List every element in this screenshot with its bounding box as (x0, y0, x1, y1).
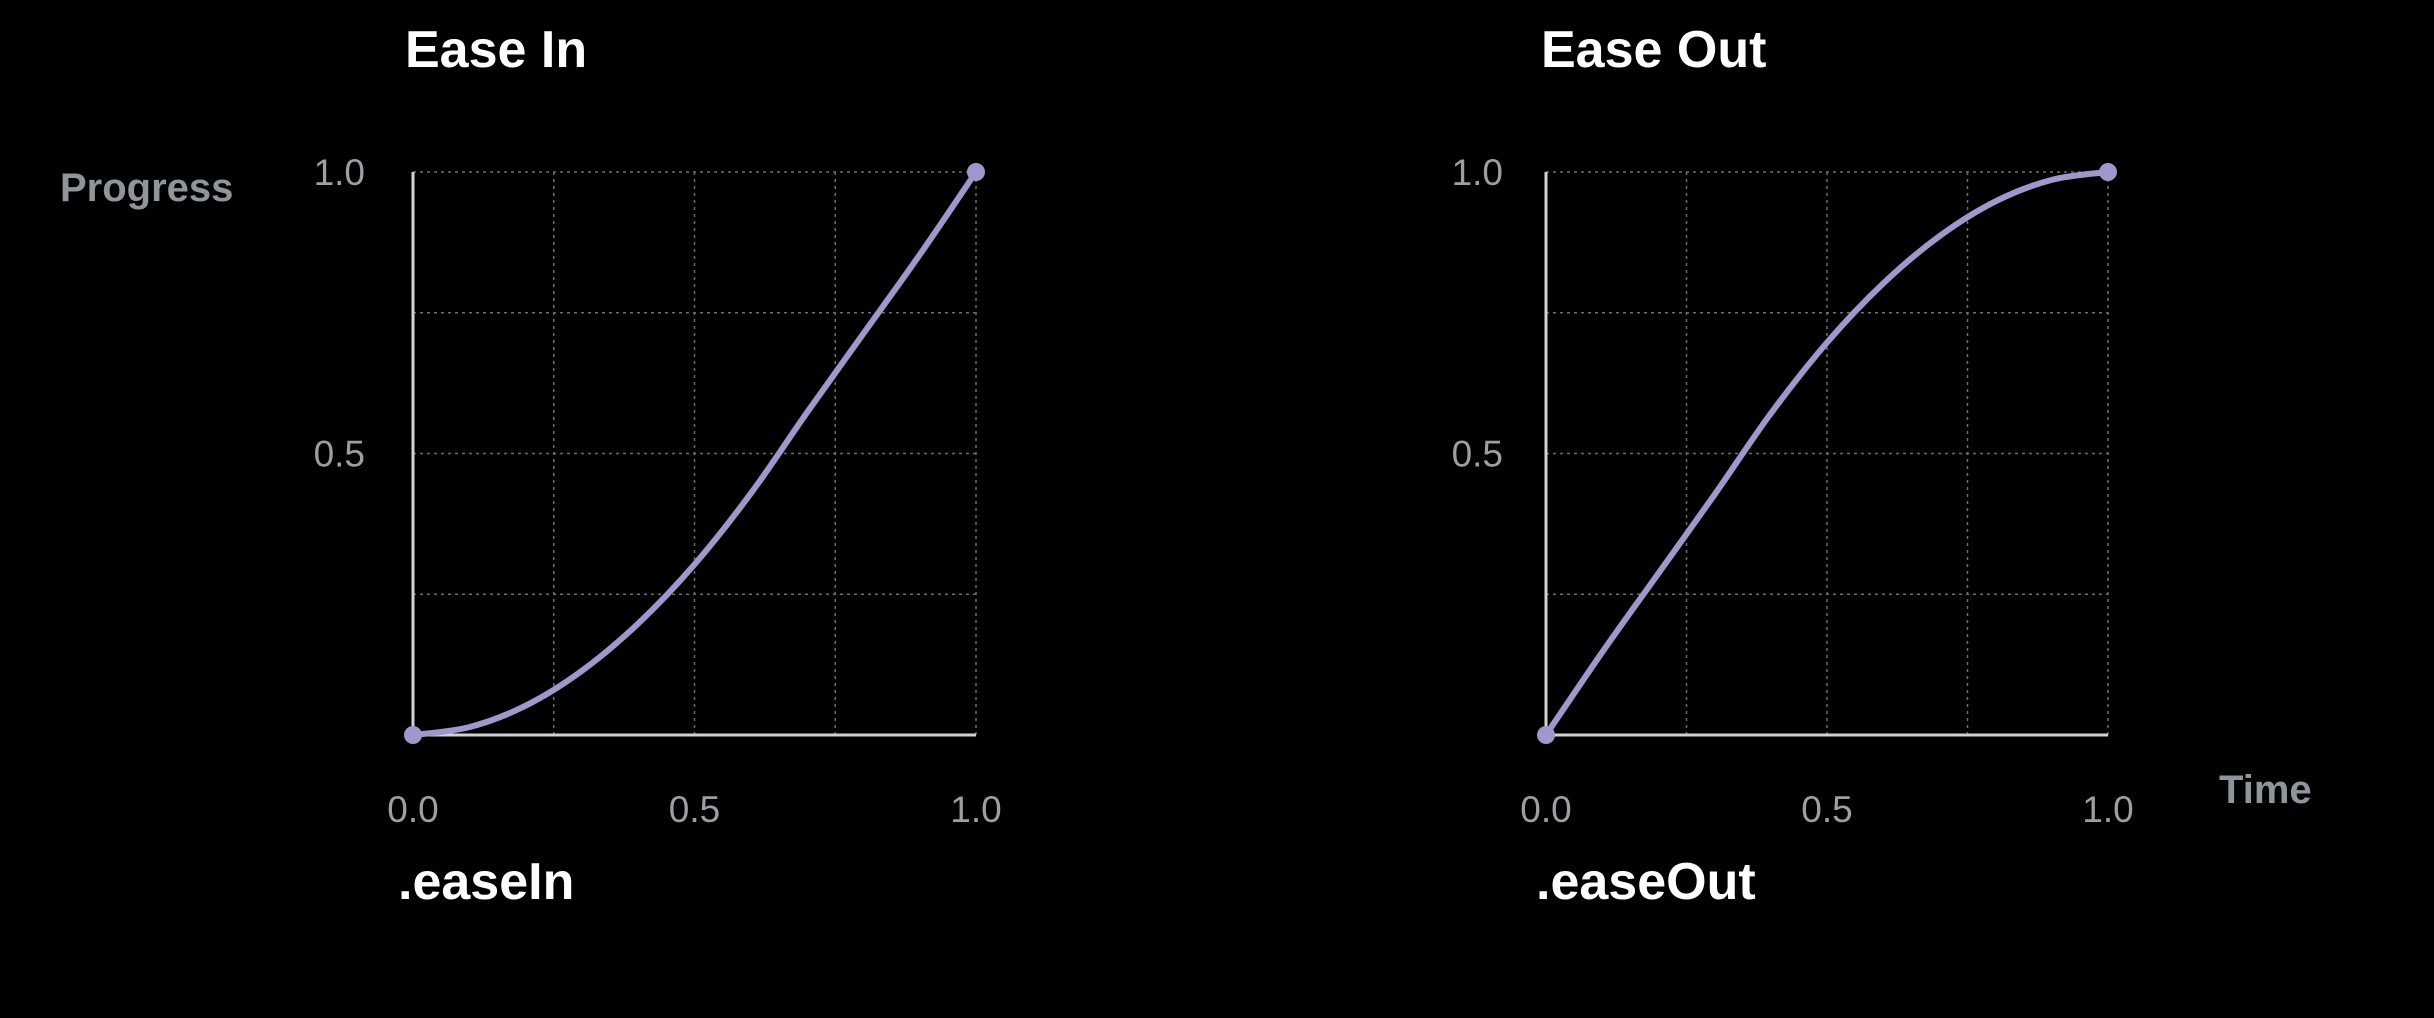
caption-ease-out: .easeOut (1536, 853, 1756, 911)
curve-endpoint (2099, 163, 2117, 181)
x-tick-label: 0.0 (387, 789, 438, 830)
caption-ease-in: .easeIn (398, 853, 575, 911)
x-tick-label: 0.5 (1801, 789, 1852, 830)
x-tick-label: 0.5 (669, 789, 720, 830)
curve-endpoint (1537, 726, 1555, 744)
curve-endpoint (404, 726, 422, 744)
y-tick-label: 0.5 (314, 434, 365, 475)
easing-curve (410, 169, 979, 738)
y-axis-label-progress: Progress (60, 166, 234, 210)
y-tick-label: 1.0 (314, 152, 365, 193)
curve-endpoint (967, 163, 985, 181)
x-tick-label: 1.0 (950, 789, 1001, 830)
x-tick-label: 1.0 (2082, 789, 2133, 830)
chart-title-ease-in: Ease In (405, 21, 588, 79)
x-tick-label: 0.0 (1520, 789, 1571, 830)
easing-curve (1543, 169, 2111, 738)
chart-title-ease-out: Ease Out (1541, 21, 1767, 79)
y-tick-label: 1.0 (1452, 152, 1503, 193)
x-axis-label-time: Time (2219, 768, 2312, 812)
y-tick-label: 0.5 (1452, 434, 1503, 475)
